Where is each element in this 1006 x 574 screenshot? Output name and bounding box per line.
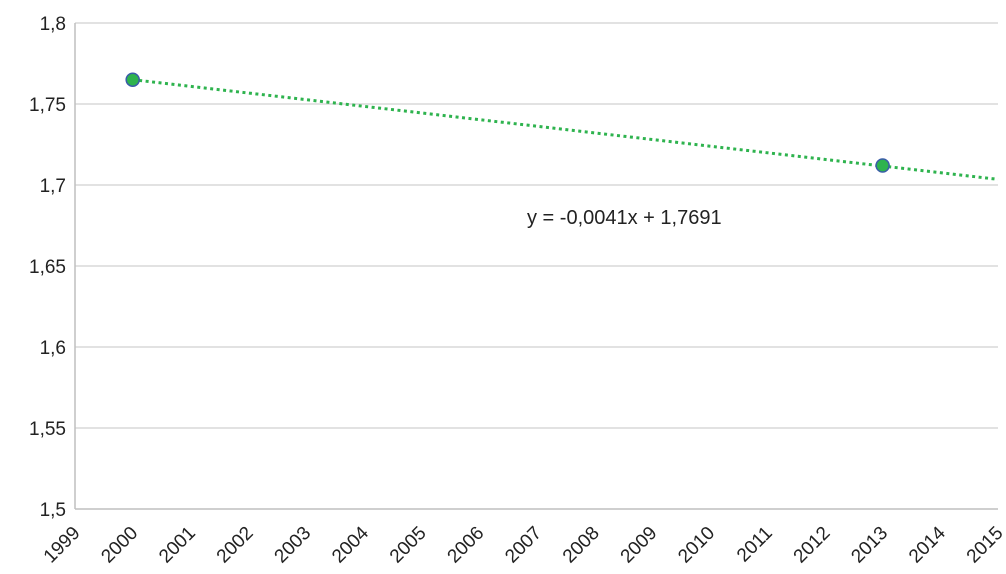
x-tick-label: 2004 — [328, 522, 373, 567]
x-tick-label: 2014 — [905, 522, 950, 567]
y-tick-label: 1,55 — [29, 419, 66, 440]
x-tick-label: 2002 — [213, 523, 258, 568]
y-tick-label: 1,75 — [29, 95, 66, 116]
trendline-equation: y = -0,0041x + 1,7691 — [527, 207, 722, 229]
y-tick-label: 1,6 — [40, 338, 66, 359]
x-tick-label: 2005 — [386, 523, 431, 568]
data-point — [125, 72, 140, 87]
x-tick-label: 1999 — [40, 523, 85, 568]
x-tick-label: 2008 — [559, 523, 604, 568]
x-tick-label: 2001 — [155, 523, 200, 568]
x-tick-label: 2015 — [963, 523, 1006, 568]
y-axis-ticks: 1,5 1,55 1,6 1,65 1,7 1,75 1,8 — [29, 14, 66, 521]
x-axis-ticks: 1999 2000 2001 2002 2003 2004 2005 2006 2007 2008… — [40, 522, 1006, 567]
axes — [74, 23, 998, 510]
x-tick-label: 2000 — [97, 523, 142, 568]
x-tick-label: 2013 — [847, 523, 892, 568]
x-tick-label: 2012 — [790, 523, 835, 568]
y-tick-label: 1,65 — [29, 257, 66, 278]
x-tick-label: 2009 — [617, 523, 662, 568]
data-points — [125, 72, 890, 173]
trendline — [132, 78, 999, 181]
x-tick-label: 2011 — [733, 523, 777, 567]
y-tick-label: 1,5 — [40, 500, 66, 521]
gridlines — [75, 22, 998, 429]
x-tick-label: 2010 — [674, 523, 719, 568]
x-tick-label: 2003 — [271, 523, 316, 568]
x-tick-label: 2007 — [501, 523, 546, 568]
x-tick-label: 2006 — [444, 523, 489, 568]
data-point — [875, 158, 890, 173]
y-tick-label: 1,8 — [40, 14, 66, 35]
trendline-group — [132, 78, 999, 181]
y-tick-label: 1,7 — [40, 176, 66, 197]
